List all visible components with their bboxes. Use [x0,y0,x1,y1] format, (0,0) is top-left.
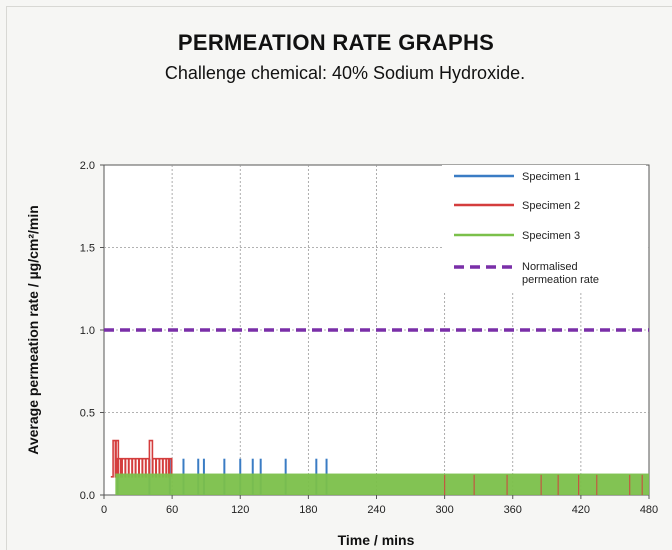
y-tick-label: 1.5 [80,243,95,255]
x-tick-label: 180 [299,504,317,516]
x-tick-label: 480 [640,504,658,516]
x-tick-label: 240 [367,504,385,516]
x-tick-label: 300 [435,504,453,516]
legend-label: Specimen 3 [522,230,580,242]
x-tick-label: 60 [166,504,178,516]
legend-box [442,165,646,293]
specimen-3-band [115,473,649,495]
legend-label: Specimen 1 [522,171,580,183]
legend-label: Normalised [522,261,578,273]
x-tick-label: 0 [101,504,107,516]
ticks-layer: 0 60 120 180 240 300 360 420 480 0.0 0.5 1.0 1.5 2.0 [80,160,658,516]
y-tick-label: 0.0 [80,490,95,502]
x-axis-label: Time / mins [338,532,415,548]
x-tick-label: 120 [231,504,249,516]
legend-label: permeation rate [522,274,599,286]
legend-layer: Specimen 1 Specimen 2 Specimen 3 Normalised… [442,165,646,293]
y-tick-label: 0.5 [80,408,95,420]
x-tick-label: 420 [572,504,590,516]
x-tick-label: 360 [504,504,522,516]
y-tick-label: 2.0 [80,160,95,172]
page-frame [6,6,672,550]
legend-label: Specimen 2 [522,200,580,212]
y-tick-label: 1.0 [80,325,95,337]
chart-subtitle: Challenge chemical: 40% Sodium Hydroxide… [164,63,526,83]
data-layer [104,328,649,495]
chart-title: PERMEATION RATE GRAPHS [177,30,495,55]
y-axis-label: Average permeation rate / µg/cm²/min [25,205,41,455]
